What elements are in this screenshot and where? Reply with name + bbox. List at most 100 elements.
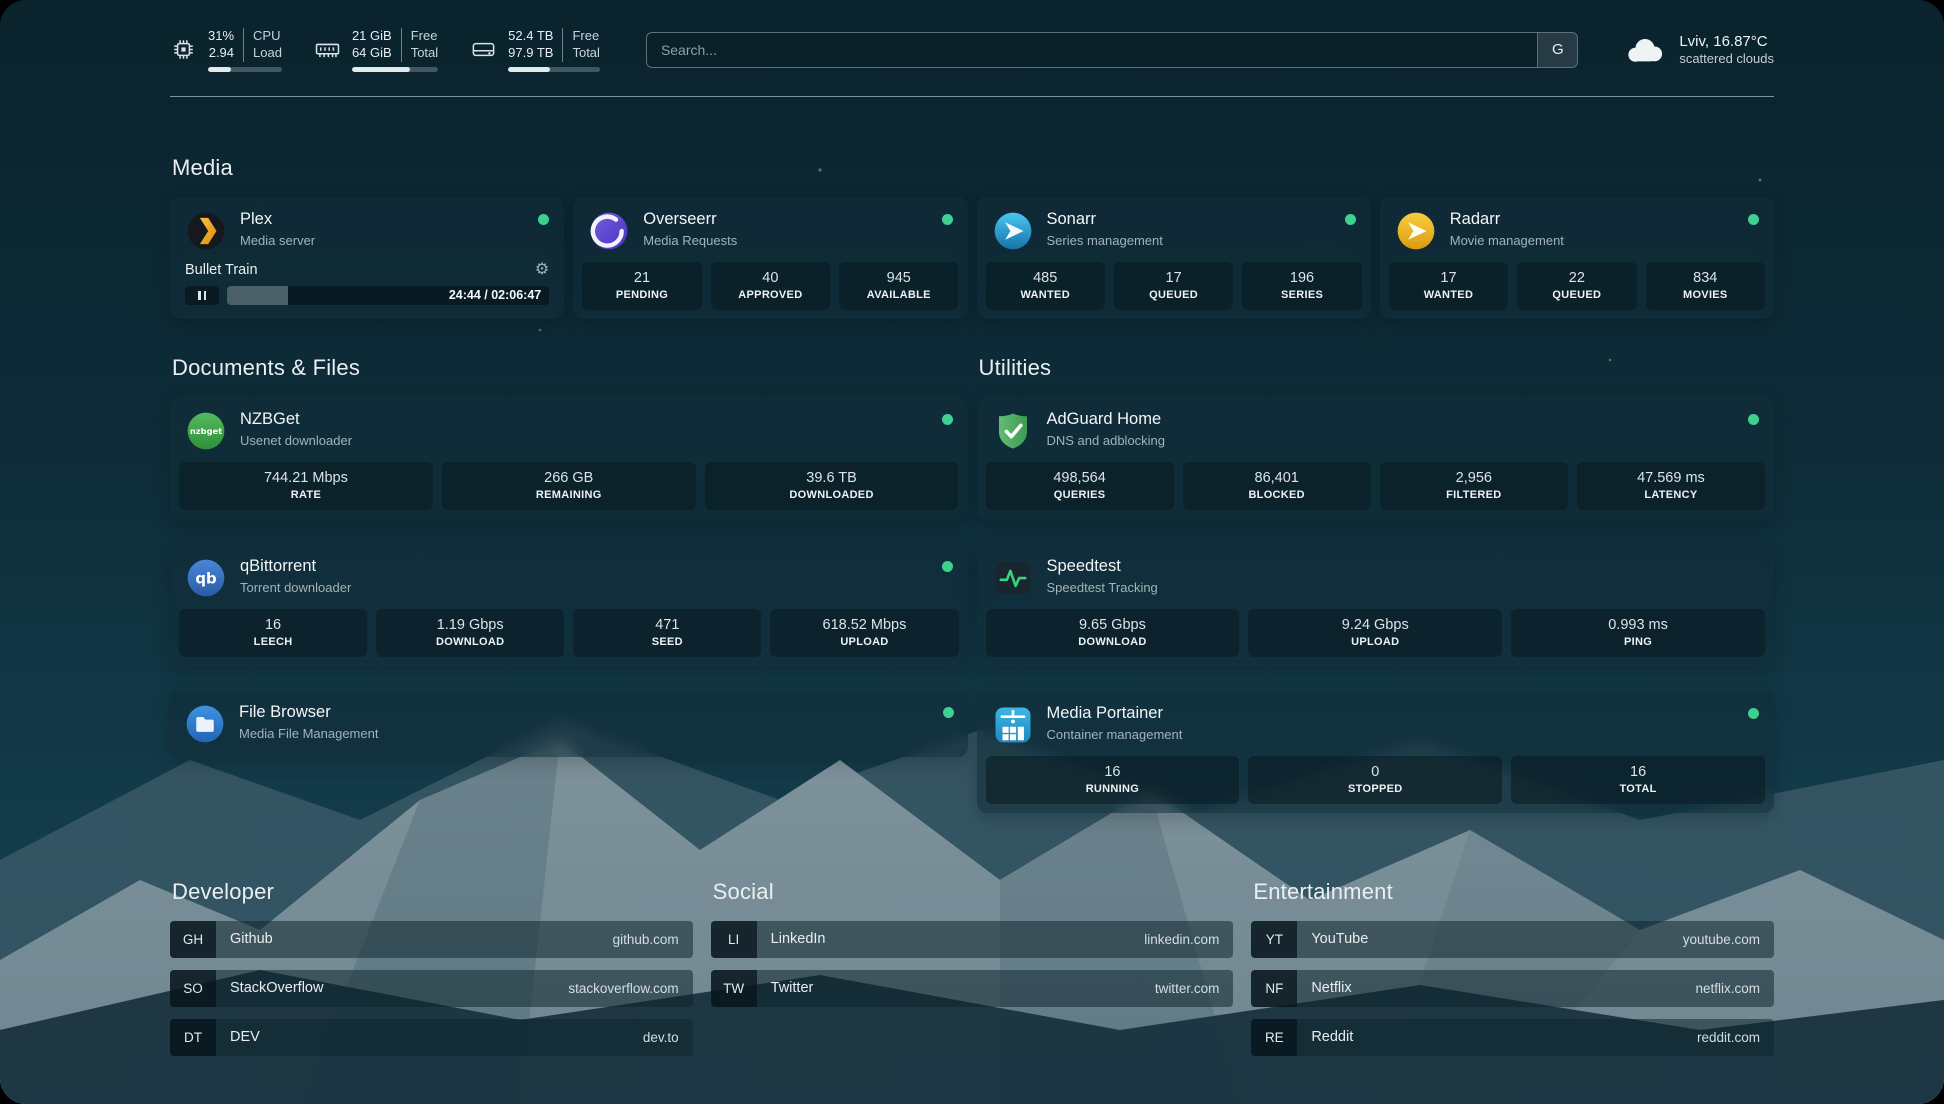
status-dot-online bbox=[943, 707, 954, 718]
bookmark-reddit[interactable]: RE Reddit reddit.com bbox=[1251, 1019, 1774, 1056]
stat-queued: 22 QUEUED bbox=[1517, 262, 1636, 310]
status-dot-online bbox=[1748, 414, 1759, 425]
section-title-media: Media bbox=[172, 155, 1774, 181]
bookmark-abbr: YT bbox=[1251, 921, 1297, 958]
bookmark-name: Github bbox=[216, 931, 273, 947]
bookmark-twitter[interactable]: TW Twitter twitter.com bbox=[711, 970, 1234, 1007]
service-desc: Media File Management bbox=[239, 726, 378, 741]
service-card-portainer[interactable]: Media Portainer Container management 16 … bbox=[977, 691, 1775, 813]
bookmark-url: dev.to bbox=[643, 1030, 693, 1045]
search-provider-button[interactable]: G bbox=[1537, 33, 1577, 67]
bookmark-linkedin[interactable]: LI LinkedIn linkedin.com bbox=[711, 921, 1234, 958]
search-input[interactable] bbox=[646, 32, 1578, 68]
service-card-plex[interactable]: Plex Media server Bullet Train ⚙ bbox=[170, 197, 564, 319]
bookmark-abbr: TW bbox=[711, 970, 757, 1007]
bookmark-netflix[interactable]: NF Netflix netflix.com bbox=[1251, 970, 1774, 1007]
dashboard-screen: 31% 2.94 CPU Load bbox=[0, 0, 1944, 1104]
plex-icon bbox=[185, 210, 227, 252]
stat-series: 196 SERIES bbox=[1242, 262, 1361, 310]
section-title-entertainment: Entertainment bbox=[1253, 879, 1774, 905]
service-name: Speedtest bbox=[1047, 557, 1158, 577]
stat-pending: 21 PENDING bbox=[582, 262, 701, 310]
cloud-icon bbox=[1624, 35, 1666, 64]
stat-approved: 40 APPROVED bbox=[711, 262, 830, 310]
stat-upload: 618.52 Mbps UPLOAD bbox=[770, 609, 958, 657]
playback-time: 24:44 / 02:06:47 bbox=[449, 288, 549, 302]
service-card-adguard[interactable]: AdGuard Home DNS and adblocking 498,564 … bbox=[977, 397, 1775, 519]
sonarr-icon bbox=[992, 210, 1034, 252]
bookmark-url: netflix.com bbox=[1695, 981, 1774, 996]
service-desc: Usenet downloader bbox=[240, 433, 352, 448]
service-name: qBittorrent bbox=[240, 557, 351, 577]
service-card-nzbget[interactable]: nzbget NZBGet Usenet downloader bbox=[170, 397, 968, 519]
hard-disk-icon bbox=[470, 36, 497, 63]
cpu-usage-bar bbox=[208, 67, 282, 72]
dashboard-content: Media Plex bbox=[0, 155, 1944, 1096]
playback-progress-bar[interactable]: 24:44 / 02:06:47 bbox=[227, 286, 549, 305]
stat-wanted: 17 WANTED bbox=[1389, 262, 1508, 310]
service-name: Overseerr bbox=[643, 210, 737, 230]
now-playing-title: Bullet Train bbox=[185, 262, 258, 278]
settings-gear-icon[interactable]: ⚙ bbox=[535, 262, 549, 278]
section-media: Media Plex bbox=[170, 155, 1774, 319]
cpu-widget: 31% 2.94 CPU Load bbox=[170, 28, 282, 72]
service-card-sonarr[interactable]: Sonarr Series management 485 WANTED bbox=[977, 197, 1371, 319]
svg-text:qb: qb bbox=[195, 569, 216, 587]
service-card-radarr[interactable]: Radarr Movie management 17 WANTED 2 bbox=[1380, 197, 1774, 319]
stat-leech: 16 LEECH bbox=[179, 609, 367, 657]
bookmark-abbr: NF bbox=[1251, 970, 1297, 1007]
bookmark-abbr: RE bbox=[1251, 1019, 1297, 1056]
bookmark-url: github.com bbox=[613, 932, 693, 947]
service-card-filebrowser[interactable]: File Browser Media File Management bbox=[170, 691, 968, 757]
cpu-percent: 31% bbox=[208, 28, 234, 45]
service-name: Sonarr bbox=[1047, 210, 1163, 230]
service-desc: Speedtest Tracking bbox=[1047, 580, 1158, 595]
stat-ping: 0.993 ms PING bbox=[1511, 609, 1765, 657]
bookmark-abbr: LI bbox=[711, 921, 757, 958]
section-developer: Developer GH Github github.com SO StackO… bbox=[170, 879, 693, 1056]
disk-free-label: Free bbox=[572, 28, 599, 45]
service-card-speedtest[interactable]: Speedtest Speedtest Tracking 9.65 Gbps D… bbox=[977, 544, 1775, 666]
service-desc: Media server bbox=[240, 233, 315, 248]
bookmark-dev-to[interactable]: DT DEV dev.to bbox=[170, 1019, 693, 1056]
status-dot-online bbox=[942, 214, 953, 225]
bookmark-github[interactable]: GH Github github.com bbox=[170, 921, 693, 958]
bookmark-abbr: DT bbox=[170, 1019, 216, 1056]
service-name: NZBGet bbox=[240, 410, 352, 430]
stat-queries: 498,564 QUERIES bbox=[986, 462, 1174, 510]
service-card-overseerr[interactable]: Overseerr Media Requests 21 PENDING bbox=[573, 197, 967, 319]
overseerr-icon bbox=[588, 210, 630, 252]
bookmark-stackoverflow[interactable]: SO StackOverflow stackoverflow.com bbox=[170, 970, 693, 1007]
radarr-icon bbox=[1395, 210, 1437, 252]
disk-total-label: Total bbox=[572, 45, 599, 62]
section-title-documents: Documents & Files bbox=[172, 355, 968, 381]
stat-running: 16 RUNNING bbox=[986, 756, 1240, 804]
system-widgets: 31% 2.94 CPU Load bbox=[170, 28, 600, 72]
memory-icon bbox=[314, 36, 341, 63]
stat-blocked: 86,401 BLOCKED bbox=[1183, 462, 1371, 510]
stat-wanted: 485 WANTED bbox=[986, 262, 1105, 310]
service-desc: Series management bbox=[1047, 233, 1163, 248]
bookmark-name: YouTube bbox=[1297, 931, 1368, 947]
memory-widget: 21 GiB 64 GiB Free Total bbox=[314, 28, 438, 72]
section-title-social: Social bbox=[713, 879, 1234, 905]
disk-free-value: 52.4 TB bbox=[508, 28, 553, 45]
service-name: AdGuard Home bbox=[1047, 410, 1166, 430]
pause-button[interactable] bbox=[185, 286, 219, 305]
weather-location-temp: Lviv, 16.87°C bbox=[1679, 32, 1774, 52]
disk-widget: 52.4 TB 97.9 TB Free Total bbox=[470, 28, 600, 72]
stat-available: 945 AVAILABLE bbox=[839, 262, 958, 310]
service-card-qbittorrent[interactable]: qb qBittorrent Torrent downloader bbox=[170, 544, 968, 666]
svg-text:nzbget: nzbget bbox=[190, 426, 222, 436]
disk-total-value: 97.9 TB bbox=[508, 45, 553, 62]
bookmark-url: stackoverflow.com bbox=[568, 981, 692, 996]
stat-movies: 834 MOVIES bbox=[1646, 262, 1765, 310]
bookmark-url: youtube.com bbox=[1683, 932, 1774, 947]
disk-usage-bar bbox=[508, 67, 600, 72]
stat-remaining: 266 GB REMAINING bbox=[442, 462, 696, 510]
search-bar: G bbox=[646, 32, 1578, 68]
bookmark-youtube[interactable]: YT YouTube youtube.com bbox=[1251, 921, 1774, 958]
ram-free-value: 21 GiB bbox=[352, 28, 392, 45]
section-documents: Documents & Files nzbget bbox=[170, 355, 968, 813]
service-name: Radarr bbox=[1450, 210, 1564, 230]
